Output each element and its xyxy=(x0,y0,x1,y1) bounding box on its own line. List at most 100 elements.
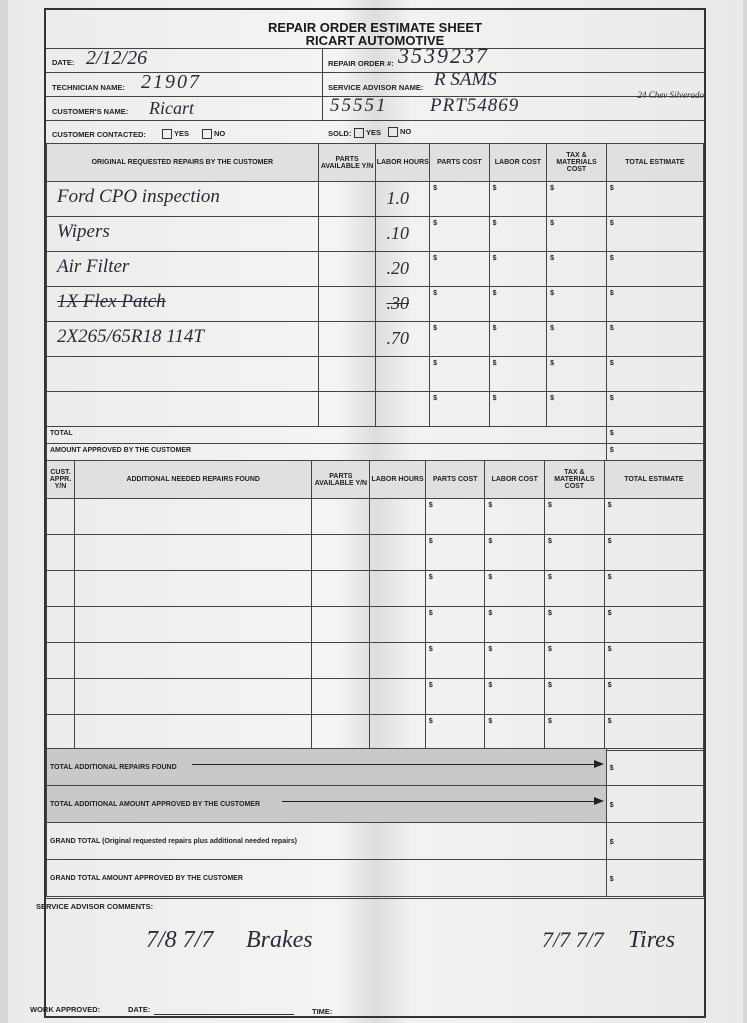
parts-cost[interactable]: $ xyxy=(429,251,490,287)
cust-approved[interactable] xyxy=(46,678,75,715)
parts-available[interactable] xyxy=(311,678,371,715)
labor-hours[interactable] xyxy=(369,534,426,571)
labor-hours[interactable] xyxy=(369,714,426,751)
labor-hours[interactable]: 1.0 xyxy=(375,181,431,217)
tax-materials-cost[interactable]: $ xyxy=(543,498,605,535)
parts-cost[interactable]: $ xyxy=(424,642,486,679)
repair-description[interactable]: Air Filter xyxy=(46,251,319,287)
parts-available[interactable] xyxy=(317,181,377,217)
parts-cost[interactable]: $ xyxy=(429,216,490,252)
cust-approved[interactable] xyxy=(46,498,75,535)
repair-description[interactable] xyxy=(73,498,313,535)
tax-materials-cost[interactable]: $ xyxy=(546,286,607,322)
repair-description[interactable] xyxy=(73,606,313,643)
parts-available[interactable] xyxy=(317,216,377,252)
total-estimate[interactable]: $ xyxy=(605,286,705,322)
total-estimate[interactable]: $ xyxy=(603,606,705,643)
labor-hours[interactable]: .20 xyxy=(375,251,431,287)
tax-materials-cost[interactable]: $ xyxy=(543,570,605,607)
labor-hours[interactable] xyxy=(369,678,426,715)
cust-approved[interactable] xyxy=(46,606,75,643)
labor-cost[interactable]: $ xyxy=(488,356,548,392)
tax-materials-cost[interactable]: $ xyxy=(546,181,607,217)
repair-description[interactable]: Wipers xyxy=(46,216,319,252)
parts-available[interactable] xyxy=(317,391,377,427)
repair-description[interactable] xyxy=(46,391,319,427)
total-estimate[interactable]: $ xyxy=(603,570,705,607)
parts-available[interactable] xyxy=(311,570,371,607)
total-estimate[interactable]: $ xyxy=(605,321,705,357)
labor-hours[interactable] xyxy=(369,606,426,643)
parts-cost[interactable]: $ xyxy=(424,606,486,643)
tax-materials-cost[interactable]: $ xyxy=(543,642,605,679)
labor-cost[interactable]: $ xyxy=(484,534,545,571)
labor-cost[interactable]: $ xyxy=(488,181,548,217)
parts-available[interactable] xyxy=(317,251,377,287)
sold-no[interactable]: NO xyxy=(386,127,411,138)
parts-available[interactable] xyxy=(311,534,371,571)
repair-description[interactable] xyxy=(73,534,313,571)
sold-yes-checkbox[interactable] xyxy=(354,128,364,139)
labor-cost[interactable]: $ xyxy=(488,286,548,322)
labor-cost[interactable]: $ xyxy=(488,216,548,252)
parts-cost[interactable]: $ xyxy=(424,714,486,751)
total-estimate[interactable]: $ xyxy=(603,714,705,751)
parts-cost[interactable]: $ xyxy=(429,321,490,357)
tax-materials-cost[interactable]: $ xyxy=(543,534,605,571)
parts-cost[interactable]: $ xyxy=(429,286,490,322)
parts-available[interactable] xyxy=(311,714,371,751)
labor-hours[interactable] xyxy=(375,391,431,427)
tax-materials-cost[interactable]: $ xyxy=(543,678,605,715)
labor-hours[interactable] xyxy=(375,356,431,392)
labor-hours[interactable] xyxy=(369,570,426,607)
total-estimate[interactable]: $ xyxy=(603,498,705,535)
repair-description[interactable] xyxy=(73,714,313,751)
cust-approved[interactable] xyxy=(46,642,75,679)
total-estimate[interactable]: $ xyxy=(605,216,705,252)
grand-total-approved-value[interactable]: $ xyxy=(605,859,705,897)
total-value[interactable]: $ xyxy=(605,426,705,444)
parts-available[interactable] xyxy=(317,286,377,322)
total-estimate[interactable]: $ xyxy=(605,356,705,392)
labor-cost[interactable]: $ xyxy=(488,251,548,287)
labor-hours[interactable]: .30 xyxy=(375,286,431,322)
repair-description[interactable]: 1X Flex Patch xyxy=(46,286,319,322)
tax-materials-cost[interactable]: $ xyxy=(546,356,607,392)
parts-available[interactable] xyxy=(311,642,371,679)
repair-description[interactable] xyxy=(73,570,313,607)
labor-cost[interactable]: $ xyxy=(488,391,548,427)
contacted-no[interactable]: NO xyxy=(200,129,225,140)
tax-materials-cost[interactable]: $ xyxy=(543,714,605,751)
labor-cost[interactable]: $ xyxy=(484,570,545,607)
approval-date-field[interactable] xyxy=(154,1014,294,1015)
parts-cost[interactable]: $ xyxy=(429,181,490,217)
labor-hours[interactable] xyxy=(369,498,426,535)
approval-time-field[interactable] xyxy=(336,1016,466,1017)
labor-cost[interactable]: $ xyxy=(488,321,548,357)
parts-cost[interactable]: $ xyxy=(429,356,490,392)
tax-materials-cost[interactable]: $ xyxy=(546,321,607,357)
labor-hours[interactable] xyxy=(369,642,426,679)
tax-materials-cost[interactable]: $ xyxy=(546,216,607,252)
total-estimate[interactable]: $ xyxy=(605,391,705,427)
parts-cost[interactable]: $ xyxy=(424,534,486,571)
labor-hours[interactable]: .70 xyxy=(375,321,431,357)
contacted-yes[interactable]: YES xyxy=(160,129,189,140)
labor-cost[interactable]: $ xyxy=(484,678,545,715)
parts-cost[interactable]: $ xyxy=(424,678,486,715)
total-additional-approved-value[interactable]: $ xyxy=(605,785,705,823)
labor-cost[interactable]: $ xyxy=(484,606,545,643)
parts-available[interactable] xyxy=(317,321,377,357)
total-estimate[interactable]: $ xyxy=(603,642,705,679)
parts-cost[interactable]: $ xyxy=(424,570,486,607)
amount-approved-value[interactable]: $ xyxy=(605,443,705,461)
repair-description[interactable] xyxy=(73,642,313,679)
tax-materials-cost[interactable]: $ xyxy=(546,251,607,287)
parts-available[interactable] xyxy=(317,356,377,392)
sold-no-checkbox[interactable] xyxy=(388,127,398,138)
total-estimate[interactable]: $ xyxy=(603,534,705,571)
parts-cost[interactable]: $ xyxy=(429,391,490,427)
parts-cost[interactable]: $ xyxy=(424,498,486,535)
tax-materials-cost[interactable]: $ xyxy=(546,391,607,427)
total-additional-found-value[interactable]: $ xyxy=(605,748,705,786)
